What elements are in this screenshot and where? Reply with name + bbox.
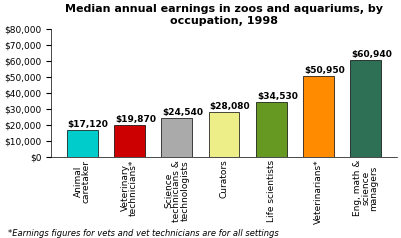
Text: $28,080: $28,080 (210, 102, 250, 111)
Bar (161, 118, 192, 157)
Bar (114, 125, 145, 157)
Text: $19,870: $19,870 (115, 115, 156, 124)
Bar (350, 60, 381, 157)
Text: $24,540: $24,540 (162, 108, 203, 117)
Bar (256, 102, 287, 157)
Bar (67, 130, 97, 157)
Text: $60,940: $60,940 (351, 50, 392, 59)
Text: $34,530: $34,530 (257, 92, 298, 101)
Text: $17,120: $17,120 (68, 120, 109, 129)
Text: *Earnings figures for vets and vet technicians are for all settings: *Earnings figures for vets and vet techn… (8, 229, 279, 238)
Title: Median annual earnings in zoos and aquariums, by
occupation, 1998: Median annual earnings in zoos and aquar… (65, 4, 383, 26)
Bar (303, 76, 334, 157)
Text: $50,950: $50,950 (304, 66, 345, 75)
Bar (209, 112, 239, 157)
